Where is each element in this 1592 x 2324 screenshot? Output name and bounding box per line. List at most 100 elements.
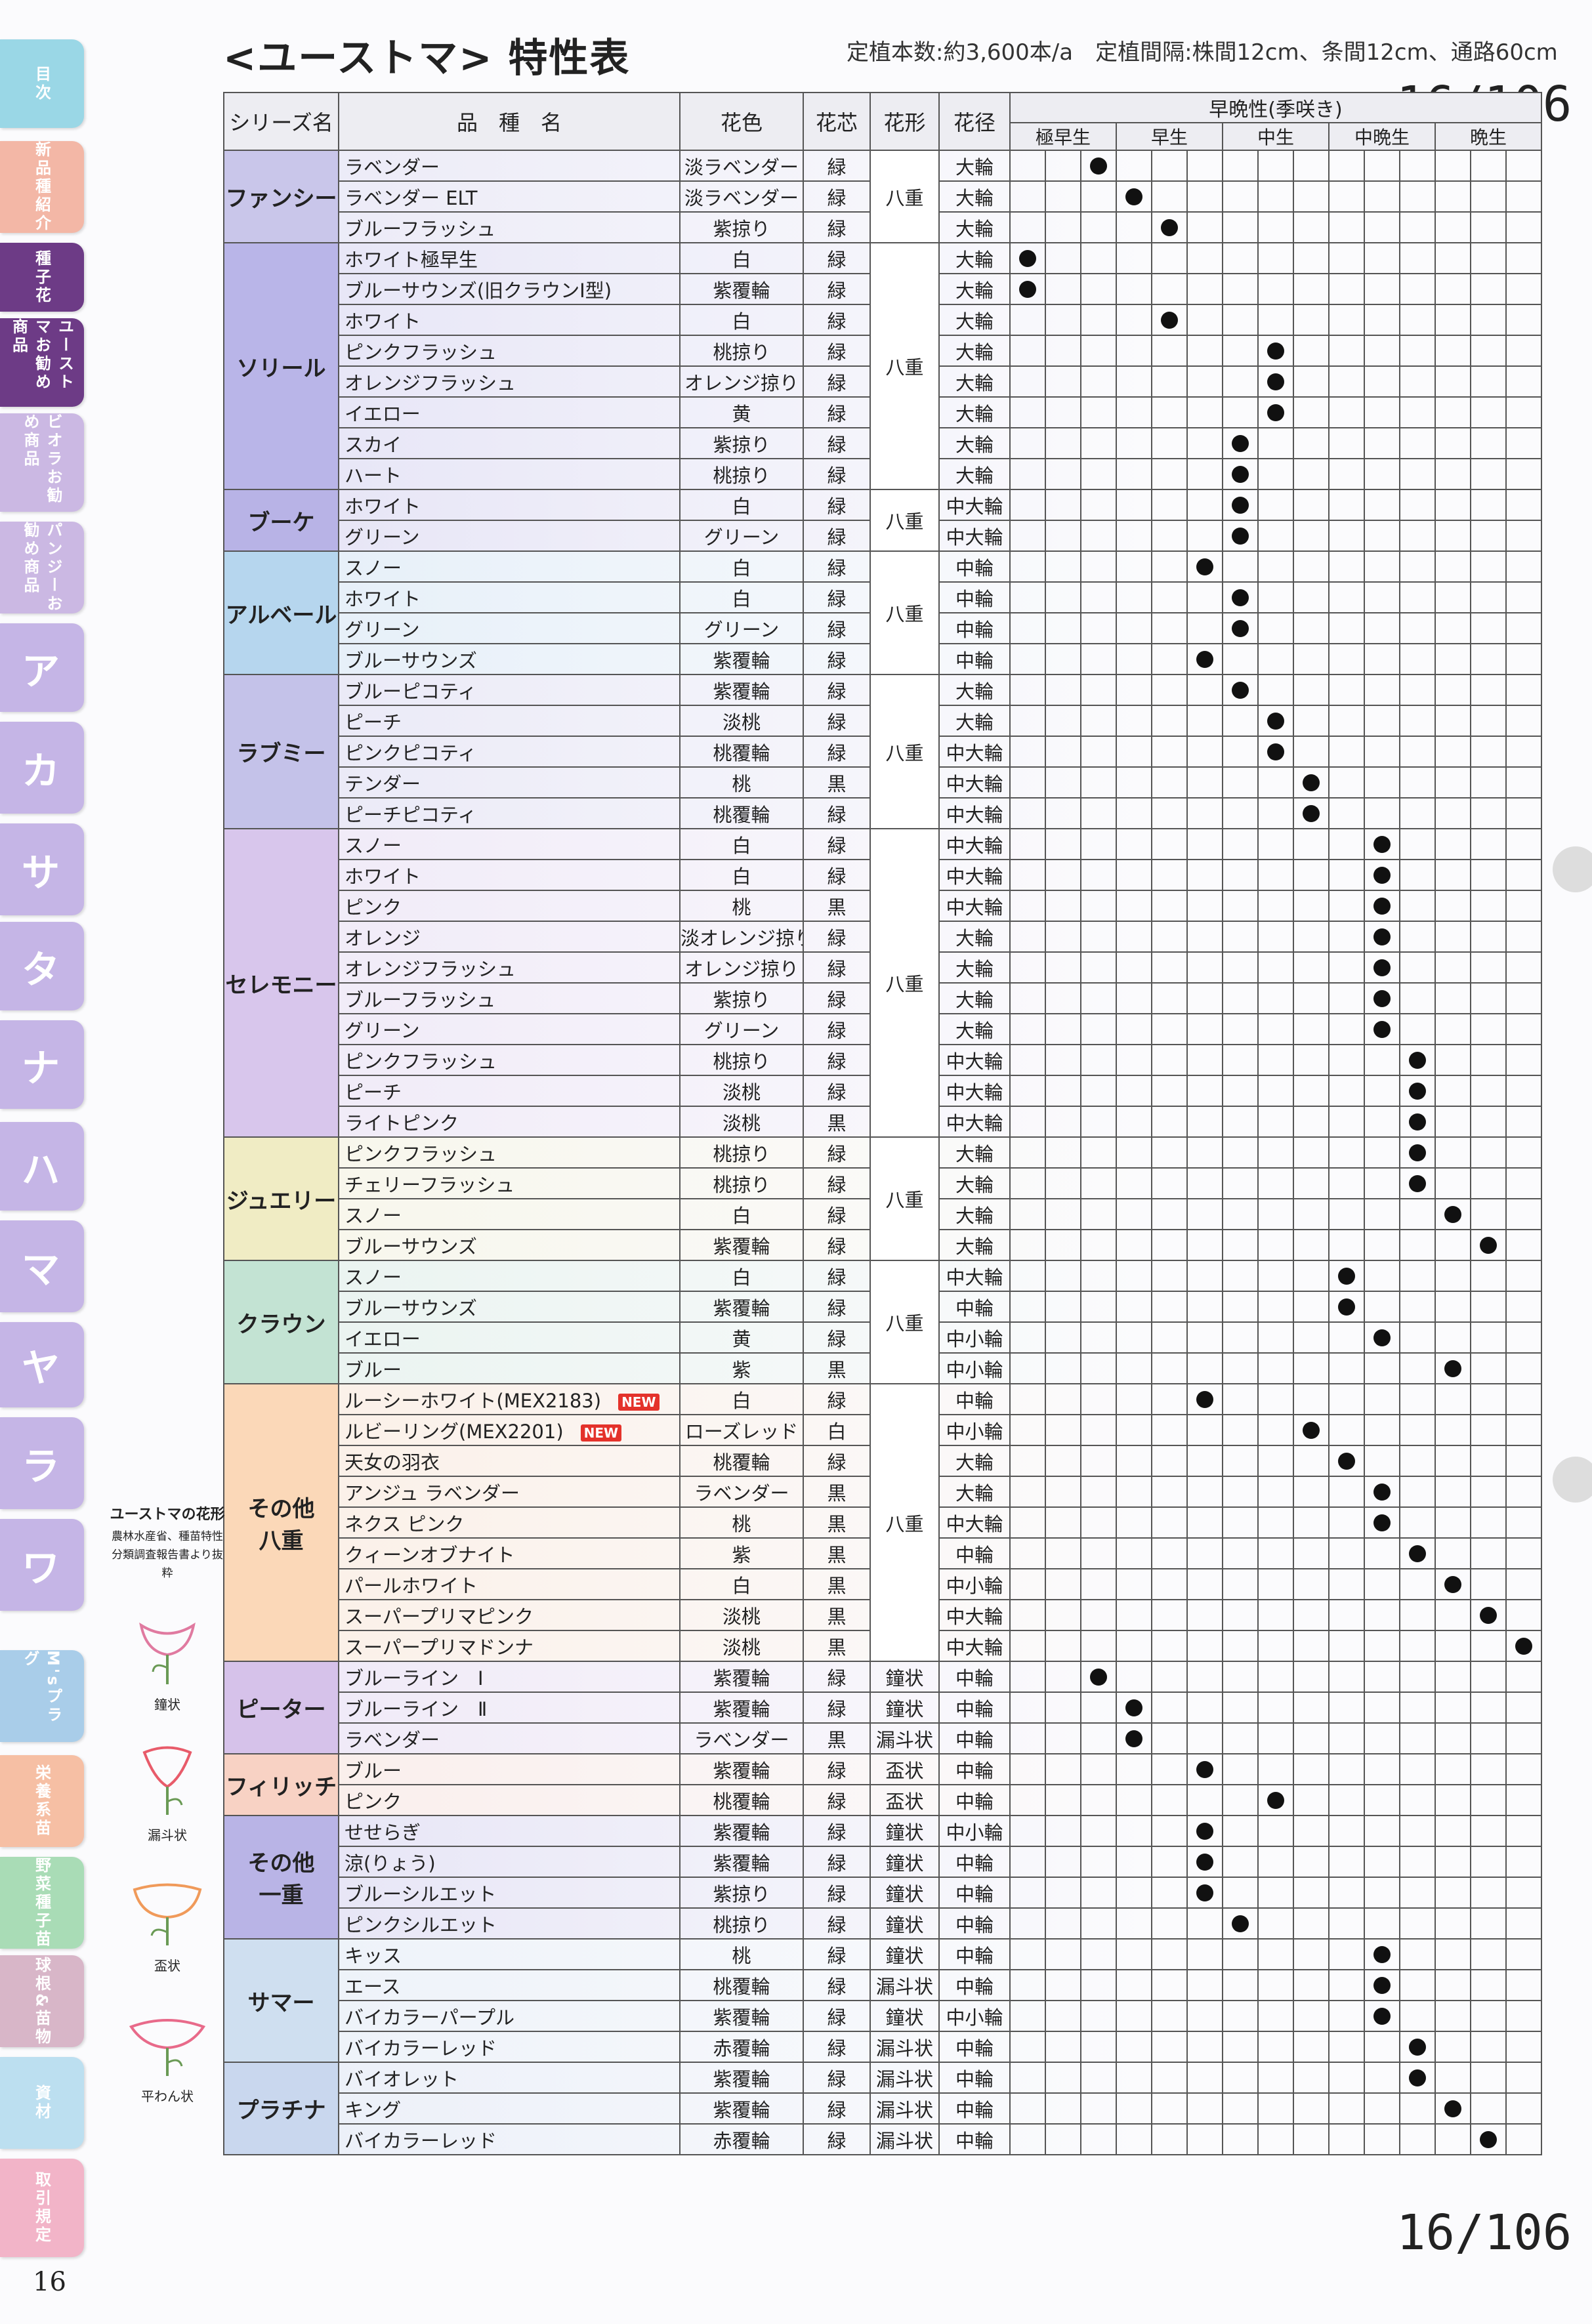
earliness-cell bbox=[1116, 2123, 1152, 2155]
index-tab[interactable]: 新品種紹介 bbox=[0, 141, 84, 233]
earliness-cell bbox=[1080, 766, 1117, 799]
earliness-cell bbox=[1222, 1321, 1259, 1354]
index-tab[interactable]: 栄養系苗 bbox=[0, 1755, 84, 1847]
earliness-cell bbox=[1364, 1969, 1400, 2001]
flower-core: 黒 bbox=[803, 1599, 871, 1631]
earliness-cell bbox=[1470, 1691, 1507, 1724]
earliness-cell bbox=[1151, 1969, 1188, 2001]
index-tab[interactable]: パンジーお勧め商品 bbox=[0, 522, 84, 613]
table-row: ファンシー ラベンダー 淡ラベンダー緑八重 大輪 bbox=[223, 150, 1542, 243]
earliness-cell bbox=[1505, 150, 1542, 182]
flower-core: 緑 bbox=[803, 1229, 871, 1261]
punch-hole bbox=[1553, 846, 1592, 892]
earliness-cell bbox=[1399, 674, 1436, 706]
earliness-cell bbox=[1080, 365, 1117, 398]
flower-color: 紫覆輪 bbox=[679, 2092, 804, 2125]
earliness-cell bbox=[1186, 1260, 1223, 1292]
earliness-cell bbox=[1045, 1630, 1081, 1662]
earliness-cell bbox=[1116, 1907, 1152, 1940]
index-tab[interactable]: 種子花 bbox=[0, 243, 84, 312]
index-tab[interactable]: カ bbox=[0, 722, 84, 814]
earliness-cell bbox=[1116, 1938, 1152, 1970]
index-tab[interactable]: サ bbox=[0, 823, 84, 915]
earliness-cell bbox=[1328, 951, 1365, 984]
earliness-cell bbox=[1045, 736, 1081, 768]
variety-label: スノー bbox=[345, 1204, 402, 1227]
earliness-cell bbox=[1116, 1445, 1152, 1477]
variety-name: ブルーライン Ⅰ bbox=[338, 1661, 681, 1693]
flower-size: 中輪 bbox=[938, 2062, 1011, 2094]
earliness-cell bbox=[1116, 921, 1152, 953]
earliness-cell bbox=[1435, 612, 1471, 644]
earliness-cell bbox=[1505, 335, 1542, 367]
earliness-cell bbox=[1399, 828, 1436, 860]
flower-color: 白 bbox=[679, 550, 804, 583]
earliness-cell bbox=[1470, 1969, 1507, 2001]
earliness-cell bbox=[1399, 1537, 1436, 1569]
index-tab[interactable]: 取引規定 bbox=[0, 2159, 84, 2257]
index-tab[interactable]: 目次 bbox=[0, 39, 84, 128]
index-tab[interactable]: ア bbox=[0, 623, 84, 712]
earliness-cell bbox=[1364, 612, 1400, 644]
earliness-cell bbox=[1116, 2000, 1152, 2032]
table-row: 涼(りょう) 紫覆輪緑鐘状 中輪 bbox=[224, 1846, 1542, 1878]
earliness-cell bbox=[1328, 612, 1365, 644]
table-row: アルベール スノー白緑八重 中輪 bbox=[223, 550, 1542, 675]
earliness-cell bbox=[1328, 1815, 1365, 1847]
index-tab[interactable]: ヤ bbox=[0, 1322, 84, 1407]
earliness-cell bbox=[1293, 365, 1330, 398]
earliness-cell bbox=[1151, 1506, 1188, 1539]
earliness-cell bbox=[1470, 365, 1507, 398]
index-tab[interactable]: マ bbox=[0, 1220, 84, 1312]
flower-shape: 鐘状 bbox=[869, 1691, 940, 1724]
earliness-cell bbox=[1151, 643, 1188, 675]
earliness-cell bbox=[1257, 1784, 1294, 1816]
flower-size: 中輪 bbox=[938, 550, 1011, 583]
index-tab[interactable]: 球根&苗物 bbox=[0, 1955, 84, 2047]
earliness-cell bbox=[1293, 612, 1330, 644]
earliness-cell bbox=[1186, 520, 1223, 552]
index-tab[interactable]: ユーストマお勧め商品 bbox=[0, 318, 84, 407]
earliness-cell bbox=[1257, 1877, 1294, 1909]
earliness-cell bbox=[1045, 1722, 1081, 1754]
earliness-dot bbox=[1232, 465, 1249, 483]
variety-name: キング bbox=[338, 2092, 681, 2125]
earliness-cell bbox=[1435, 1661, 1471, 1693]
index-tab[interactable]: ラ bbox=[0, 1417, 84, 1509]
earliness-cell bbox=[1435, 982, 1471, 1014]
earliness-cell bbox=[1257, 150, 1294, 182]
variety-name: ホワイト極早生 bbox=[338, 242, 681, 274]
flower-size: 大輪 bbox=[938, 396, 1011, 428]
earliness-cell bbox=[1116, 1568, 1152, 1600]
earliness-cell bbox=[1116, 1815, 1152, 1847]
index-tab[interactable]: ナ bbox=[0, 1020, 84, 1109]
earliness-cell bbox=[1399, 1599, 1436, 1631]
earliness-cell bbox=[1364, 1877, 1400, 1909]
earliness-cell bbox=[1009, 242, 1046, 274]
earliness-cell bbox=[1293, 1136, 1330, 1169]
index-tab[interactable]: M'sプラグ bbox=[0, 1650, 84, 1742]
earliness-cell bbox=[1116, 766, 1152, 799]
earliness-cell bbox=[1045, 674, 1081, 706]
index-tab[interactable]: 資材 bbox=[0, 2057, 84, 2149]
variety-name: ラベンダー bbox=[338, 150, 681, 182]
earliness-cell bbox=[1505, 705, 1542, 737]
earliness-cell bbox=[1257, 1753, 1294, 1785]
earliness-cell bbox=[1364, 1075, 1400, 1107]
earliness-cell bbox=[1151, 581, 1188, 613]
index-tab[interactable]: タ bbox=[0, 922, 84, 1010]
index-tab[interactable]: 野菜種子苗 bbox=[0, 1857, 84, 1949]
variety-label: スーパープリマドンナ bbox=[345, 1636, 534, 1659]
index-tab[interactable]: ビオラお勧め商品 bbox=[0, 413, 84, 512]
earliness-cell bbox=[1186, 951, 1223, 984]
earliness-cell bbox=[1293, 643, 1330, 675]
index-tab[interactable]: ハ bbox=[0, 1122, 84, 1211]
flower-color: 白 bbox=[679, 1568, 804, 1600]
earliness-dot bbox=[1232, 527, 1249, 545]
earliness-dot bbox=[1409, 1174, 1426, 1192]
variety-label: ルビーリング(MEX2201) bbox=[345, 1420, 564, 1443]
index-tab[interactable]: ワ bbox=[0, 1519, 84, 1611]
earliness-cell bbox=[1186, 427, 1223, 459]
earliness-cell bbox=[1328, 1969, 1365, 2001]
earliness-cell bbox=[1328, 705, 1365, 737]
